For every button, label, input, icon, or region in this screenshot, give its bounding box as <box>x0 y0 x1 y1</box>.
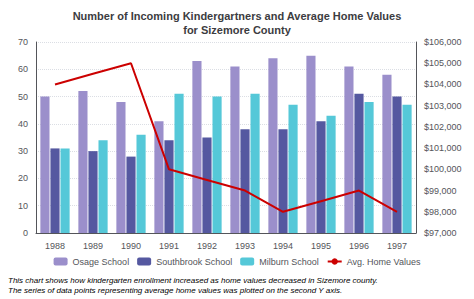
svg-text:70: 70 <box>18 37 28 47</box>
svg-text:$102,000: $102,000 <box>424 122 462 132</box>
svg-text:for Sizemore County: for Sizemore County <box>183 24 291 36</box>
svg-text:60: 60 <box>18 64 28 74</box>
svg-text:$105,000: $105,000 <box>424 58 462 68</box>
svg-text:$100,000: $100,000 <box>424 164 462 174</box>
svg-text:1991: 1991 <box>159 241 179 251</box>
svg-text:Number of Incoming Kindergartn: Number of Incoming Kindergartners and Av… <box>73 10 402 22</box>
svg-text:Southbrook School: Southbrook School <box>156 257 232 267</box>
svg-text:40: 40 <box>18 119 28 129</box>
svg-text:1989: 1989 <box>83 241 103 251</box>
svg-text:This chart shows how kindergar: This chart shows how kindergarten enroll… <box>8 276 378 285</box>
svg-text:$106,000: $106,000 <box>424 37 462 47</box>
svg-text:1996: 1996 <box>349 241 369 251</box>
svg-text:$98,000: $98,000 <box>424 207 457 217</box>
svg-text:0: 0 <box>23 228 28 238</box>
svg-text:$103,000: $103,000 <box>424 101 462 111</box>
svg-text:$99,000: $99,000 <box>424 186 457 196</box>
svg-text:$104,000: $104,000 <box>424 79 462 89</box>
svg-text:30: 30 <box>18 146 28 156</box>
svg-text:1992: 1992 <box>197 241 217 251</box>
svg-text:The series of data points repr: The series of data points representing a… <box>8 286 342 295</box>
svg-text:1990: 1990 <box>121 241 141 251</box>
svg-text:1994: 1994 <box>273 241 293 251</box>
svg-text:20: 20 <box>18 173 28 183</box>
svg-text:$101,000: $101,000 <box>424 143 462 153</box>
svg-text:1993: 1993 <box>235 241 255 251</box>
svg-text:$97,000: $97,000 <box>424 228 457 238</box>
svg-text:Osage School: Osage School <box>73 257 130 267</box>
svg-text:10: 10 <box>18 201 28 211</box>
svg-text:1997: 1997 <box>387 241 407 251</box>
svg-text:50: 50 <box>18 92 28 102</box>
svg-text:1995: 1995 <box>311 241 331 251</box>
svg-text:Milburn School: Milburn School <box>259 257 319 267</box>
svg-text:Avg. Home Values: Avg. Home Values <box>347 257 421 267</box>
svg-text:1988: 1988 <box>45 241 65 251</box>
